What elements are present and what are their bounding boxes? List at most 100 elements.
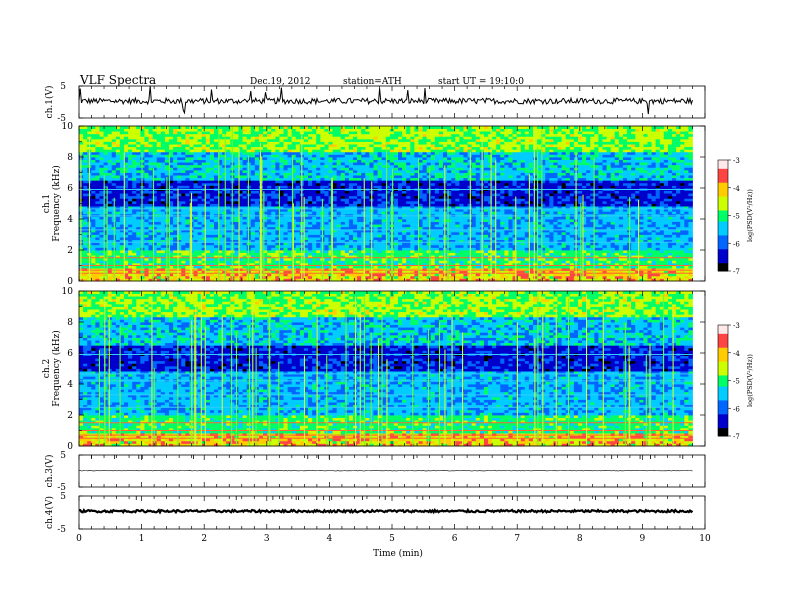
spectrogram-cell bbox=[594, 250, 599, 253]
spectrogram-cell bbox=[136, 231, 141, 235]
spectrogram-cell bbox=[594, 229, 599, 233]
spectrogram-cell bbox=[152, 231, 158, 235]
spectrogram-cell bbox=[561, 219, 567, 222]
spectrogram-cell bbox=[557, 208, 563, 212]
spectrogram-cell bbox=[520, 244, 526, 248]
spectrogram-cell bbox=[128, 198, 133, 202]
spectrogram-cell bbox=[500, 275, 505, 279]
spectrogram-cell bbox=[487, 211, 493, 215]
spectrogram-cell bbox=[651, 250, 657, 253]
spectrogram-cell bbox=[312, 242, 317, 246]
spectrogram-cell bbox=[541, 213, 546, 217]
spectrogram-cell bbox=[647, 213, 652, 217]
spectrogram-cell bbox=[463, 250, 468, 253]
spectrogram-cell bbox=[181, 221, 186, 225]
spectrogram-cell bbox=[160, 247, 166, 251]
spectrogram-cell bbox=[254, 195, 260, 199]
spectrogram-cell bbox=[430, 211, 436, 215]
spectrogram-cell bbox=[238, 257, 243, 261]
spectrogram-cell bbox=[328, 268, 333, 272]
spectrogram-cell bbox=[410, 198, 415, 202]
spectrogram-cell bbox=[168, 219, 174, 222]
spectrogram-cell bbox=[434, 255, 440, 259]
spectrogram-cell bbox=[451, 221, 456, 225]
spectrogram-cell bbox=[132, 203, 137, 207]
spectrogram-cell bbox=[422, 247, 428, 251]
spectrogram-cell bbox=[119, 242, 125, 246]
spectrogram-cell bbox=[128, 195, 133, 199]
spectrogram-cell bbox=[193, 213, 199, 217]
spectrogram-cell bbox=[659, 208, 665, 212]
spectrogram-cell bbox=[283, 242, 288, 246]
spectrogram-cell bbox=[500, 231, 505, 235]
spectrogram-cell bbox=[463, 237, 468, 241]
spectrogram-cell bbox=[348, 257, 354, 261]
spectrogram-cell bbox=[271, 260, 276, 264]
spectrogram-cell bbox=[459, 229, 464, 233]
spectrogram-cell bbox=[602, 216, 607, 220]
spectrogram-cell bbox=[676, 224, 681, 228]
spectrogram-cell bbox=[528, 260, 534, 264]
spectrogram-cell bbox=[492, 275, 497, 279]
spectrogram-cell bbox=[271, 247, 276, 251]
spectrogram-cell bbox=[483, 265, 489, 269]
spectrogram-cell bbox=[336, 247, 342, 251]
spectrogram-cell bbox=[492, 260, 497, 264]
spectrogram-cell bbox=[185, 213, 190, 217]
spectrogram-cell bbox=[222, 237, 227, 241]
spectrogram-cell bbox=[655, 265, 661, 269]
spectrogram-cell bbox=[500, 226, 505, 230]
spectrogram-cell bbox=[332, 224, 338, 228]
spectrogram-cell bbox=[213, 219, 219, 222]
spectrogram-cell bbox=[426, 257, 432, 261]
spectrogram-cell bbox=[242, 195, 248, 199]
spectrogram-cell bbox=[209, 208, 215, 212]
spectrogram-cell bbox=[639, 255, 644, 259]
spectrogram-cell bbox=[357, 229, 362, 233]
spectrogram-cell bbox=[643, 200, 648, 204]
spectrogram-cell bbox=[406, 257, 411, 261]
spectrogram-cell bbox=[471, 211, 477, 215]
spectrogram-cell bbox=[537, 268, 542, 272]
spectrogram-cell bbox=[119, 250, 125, 253]
spectrogram-cell bbox=[618, 211, 624, 215]
spectrogram-cell bbox=[492, 226, 497, 230]
spectrogram-cell bbox=[377, 252, 383, 256]
spectrogram-cell bbox=[328, 239, 333, 243]
spectrogram-cell bbox=[332, 237, 338, 241]
spectrogram-cell bbox=[136, 257, 141, 261]
spectrogram-cell bbox=[267, 262, 272, 266]
spectrogram-cell bbox=[336, 203, 342, 207]
spectrogram-cell bbox=[455, 206, 460, 210]
spectrogram-cell bbox=[95, 195, 100, 199]
spectrogram-cell bbox=[279, 265, 284, 269]
spectrogram-cell bbox=[590, 237, 595, 241]
spectrogram-cell bbox=[512, 206, 518, 210]
spectrogram-cell bbox=[496, 221, 501, 225]
spectrogram-cell bbox=[144, 255, 149, 259]
spectrogram-cell bbox=[455, 247, 460, 251]
spectrogram-cell bbox=[348, 237, 354, 241]
spectrogram-cell bbox=[590, 244, 595, 248]
spectrogram-cell bbox=[91, 239, 96, 243]
spectrogram-cell bbox=[99, 200, 104, 204]
spectrogram-cell bbox=[254, 211, 260, 215]
spectrogram-cell bbox=[148, 242, 154, 246]
spectrogram-cell bbox=[598, 234, 603, 238]
spectrogram-cell bbox=[283, 231, 288, 235]
spectrogram-cell bbox=[173, 278, 178, 282]
spectrogram-cell bbox=[238, 265, 243, 269]
spectrogram-cell bbox=[577, 257, 583, 261]
spectrogram-cell bbox=[598, 255, 603, 259]
spectrogram-cell bbox=[659, 229, 665, 233]
spectrogram-cell bbox=[128, 229, 133, 233]
spectrogram-cell bbox=[688, 219, 693, 222]
spectrogram-cell bbox=[373, 211, 378, 215]
spectrogram-cell bbox=[430, 213, 436, 217]
spectrogram-cell bbox=[348, 255, 354, 259]
spectrogram-cell bbox=[173, 208, 178, 212]
spectrogram-cell bbox=[504, 198, 509, 202]
spectrogram-cell bbox=[610, 262, 616, 266]
spectrogram-cell bbox=[226, 268, 231, 272]
spectrogram-cell bbox=[602, 211, 607, 215]
